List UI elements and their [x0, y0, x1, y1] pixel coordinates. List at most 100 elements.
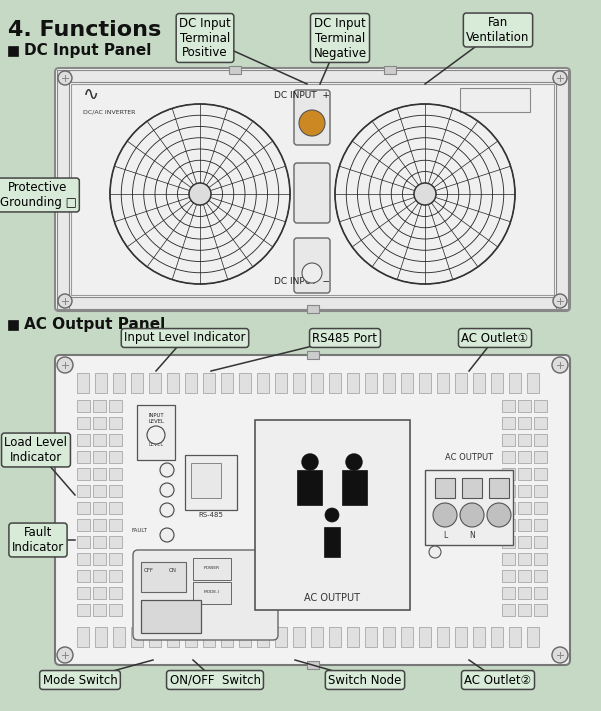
Bar — [95, 373, 107, 393]
Bar — [191, 463, 221, 498]
Bar — [77, 536, 90, 548]
Bar — [185, 627, 197, 647]
Text: Load Level
Indicator: Load Level Indicator — [4, 436, 67, 464]
Circle shape — [299, 110, 325, 136]
FancyBboxPatch shape — [294, 238, 330, 293]
Bar — [509, 373, 521, 393]
Bar — [437, 627, 449, 647]
Text: Protective
Grounding □: Protective Grounding □ — [0, 181, 76, 209]
Bar — [311, 627, 323, 647]
Bar — [342, 470, 367, 505]
Text: ∿: ∿ — [83, 85, 99, 104]
Bar — [257, 627, 269, 647]
Circle shape — [160, 463, 174, 477]
Bar — [93, 502, 106, 514]
Text: AC OUTPUT: AC OUTPUT — [445, 453, 493, 462]
Bar — [141, 600, 201, 633]
Bar — [534, 502, 547, 514]
Bar — [141, 562, 186, 592]
Bar — [77, 587, 90, 599]
Bar — [77, 451, 90, 463]
Bar — [77, 485, 90, 497]
Text: N: N — [469, 531, 475, 540]
FancyBboxPatch shape — [133, 550, 278, 640]
Text: RS-485: RS-485 — [198, 512, 224, 518]
Bar — [534, 570, 547, 582]
Bar — [462, 478, 482, 498]
Bar — [93, 468, 106, 480]
Circle shape — [433, 503, 457, 527]
Bar — [77, 400, 90, 412]
Text: Mode Switch: Mode Switch — [43, 673, 117, 687]
Bar — [109, 502, 122, 514]
Bar — [502, 434, 515, 446]
Bar — [329, 373, 341, 393]
Bar — [203, 627, 215, 647]
Bar — [365, 373, 377, 393]
Bar — [534, 485, 547, 497]
Bar — [77, 553, 90, 565]
Bar — [109, 468, 122, 480]
Text: MODE-I: MODE-I — [204, 590, 220, 594]
Bar — [383, 373, 395, 393]
Bar — [109, 400, 122, 412]
Bar — [489, 478, 509, 498]
Bar — [77, 502, 90, 514]
Bar — [221, 627, 233, 647]
Text: Fault
Indicator: Fault Indicator — [12, 526, 64, 554]
Bar — [518, 434, 531, 446]
Text: OFF: OFF — [144, 568, 154, 573]
Bar — [435, 478, 455, 498]
Circle shape — [553, 71, 567, 85]
Bar — [534, 587, 547, 599]
Bar — [149, 627, 161, 647]
Bar — [419, 373, 431, 393]
Bar — [257, 373, 269, 393]
Bar — [455, 627, 467, 647]
Bar — [93, 553, 106, 565]
Bar — [193, 582, 231, 604]
Bar — [307, 661, 319, 669]
Bar — [109, 553, 122, 565]
Bar — [77, 604, 90, 616]
FancyBboxPatch shape — [55, 355, 570, 665]
Bar — [509, 627, 521, 647]
Bar — [239, 373, 251, 393]
Circle shape — [460, 503, 484, 527]
Bar — [239, 627, 251, 647]
Bar — [109, 570, 122, 582]
FancyBboxPatch shape — [294, 163, 330, 223]
Bar — [534, 451, 547, 463]
Bar — [473, 373, 485, 393]
Bar — [297, 470, 322, 505]
Bar — [518, 553, 531, 565]
Bar — [109, 536, 122, 548]
Bar — [93, 519, 106, 531]
Bar — [324, 527, 340, 557]
FancyBboxPatch shape — [294, 90, 330, 145]
Text: POWER: POWER — [204, 566, 220, 570]
Bar — [185, 455, 237, 510]
Circle shape — [429, 546, 441, 558]
Bar — [518, 502, 531, 514]
Bar — [502, 400, 515, 412]
Bar — [77, 519, 90, 531]
Text: ON/OFF  Switch: ON/OFF Switch — [169, 673, 260, 687]
Bar — [167, 627, 179, 647]
Text: Input Level Indicator: Input Level Indicator — [124, 331, 246, 345]
Circle shape — [189, 183, 211, 205]
Text: DC Input Panel: DC Input Panel — [24, 43, 151, 58]
Circle shape — [553, 294, 567, 308]
Bar — [275, 373, 287, 393]
Bar — [534, 604, 547, 616]
Text: DC INPUT  −: DC INPUT − — [274, 277, 330, 286]
Bar — [534, 536, 547, 548]
Bar — [93, 417, 106, 429]
Bar — [93, 400, 106, 412]
Circle shape — [160, 503, 174, 517]
Bar — [77, 417, 90, 429]
Bar — [109, 519, 122, 531]
Bar — [307, 351, 319, 359]
Bar — [518, 485, 531, 497]
Text: DC Input
Terminal
Negative: DC Input Terminal Negative — [314, 16, 367, 60]
